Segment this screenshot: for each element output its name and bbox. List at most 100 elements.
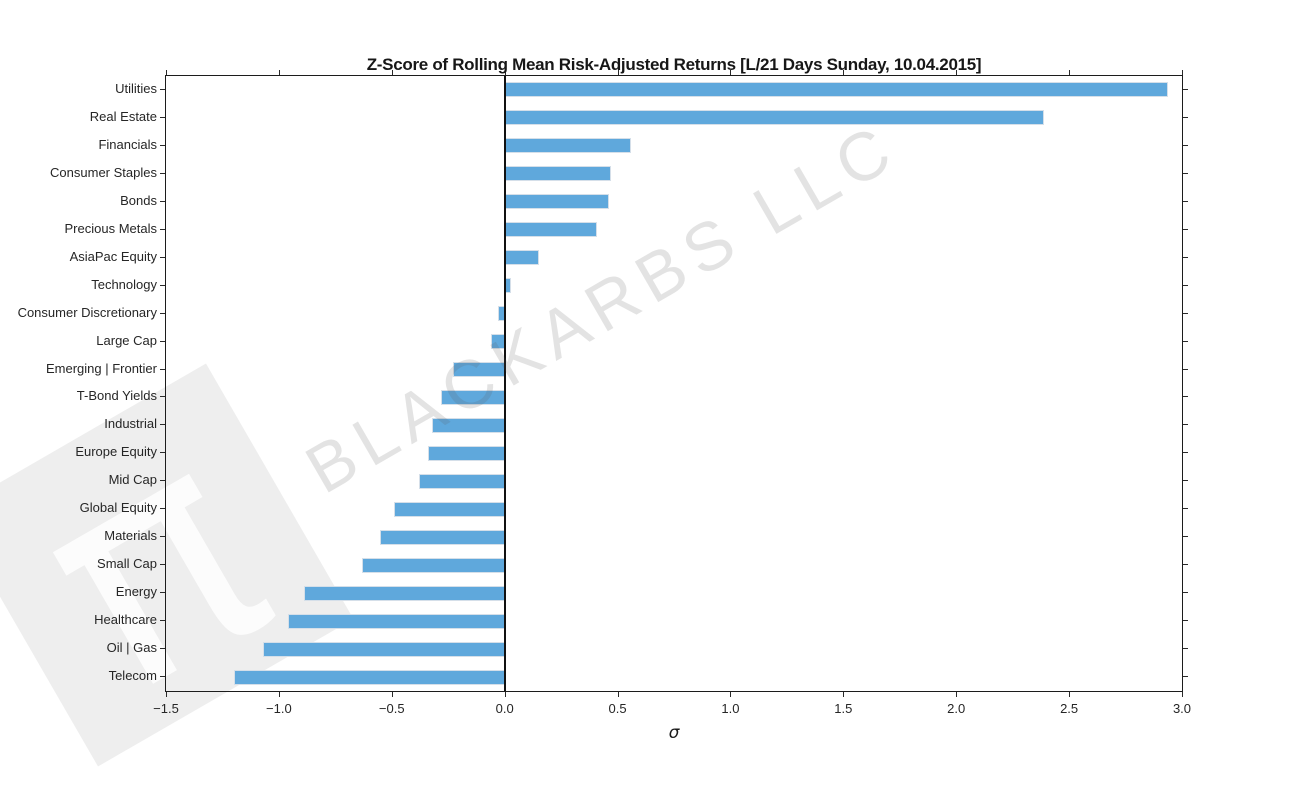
x-axis-label: 2.5 xyxy=(1060,701,1079,716)
axis-tick xyxy=(1183,536,1188,538)
bar xyxy=(418,473,505,489)
axis-tick xyxy=(160,172,165,174)
y-axis-label: Technology xyxy=(91,276,157,292)
axis-tick xyxy=(1183,312,1188,314)
axis-tick xyxy=(956,70,958,75)
y-axis-label: Telecom xyxy=(108,668,157,684)
bar xyxy=(303,585,505,601)
axis-tick xyxy=(160,564,165,566)
bar xyxy=(504,222,598,238)
axis-tick xyxy=(160,368,165,370)
bar xyxy=(504,166,611,182)
axis-tick xyxy=(160,256,165,258)
axis-tick xyxy=(617,692,619,697)
axis-tick xyxy=(504,692,506,697)
y-axis-label: Financials xyxy=(98,136,157,152)
chart-title: Z-Score of Rolling Mean Risk-Adjusted Re… xyxy=(366,55,982,74)
y-axis-label: Oil | Gas xyxy=(106,640,157,656)
axis-tick xyxy=(160,144,165,146)
y-axis-label: Materials xyxy=(104,528,157,544)
axis-tick xyxy=(1182,692,1183,697)
y-axis-label: AsiaPac Equity xyxy=(69,248,157,264)
axis-tick xyxy=(160,340,165,342)
axis-tick xyxy=(1183,564,1188,566)
x-axis-label: 3.0 xyxy=(1172,701,1192,716)
y-axis-label: Global Equity xyxy=(79,500,157,516)
axis-tick xyxy=(278,692,280,697)
y-axis-label: Large Cap xyxy=(96,332,157,348)
x-axis-title: σ xyxy=(668,723,680,743)
x-axis-label: 1.0 xyxy=(721,701,740,716)
axis-tick xyxy=(1183,340,1188,342)
axis-tick xyxy=(1183,172,1188,174)
axis-tick xyxy=(160,536,165,538)
axis-tick xyxy=(160,396,165,398)
axis-tick xyxy=(391,70,393,75)
y-axis-label: Consumer Discretionary xyxy=(17,304,157,320)
axis-tick xyxy=(166,692,167,697)
bar xyxy=(504,82,1169,98)
axis-tick xyxy=(504,70,506,75)
axis-tick xyxy=(1183,200,1188,202)
axis-tick xyxy=(730,70,732,75)
axis-tick xyxy=(1182,70,1183,75)
axis-tick xyxy=(1183,88,1188,90)
axis-tick xyxy=(160,284,165,286)
plot-area xyxy=(165,75,1183,692)
y-axis-label: Europe Equity xyxy=(75,444,157,460)
axis-tick xyxy=(1069,70,1071,75)
axis-tick xyxy=(1183,228,1188,230)
y-axis-label: Energy xyxy=(115,584,157,600)
axis-tick xyxy=(1183,396,1188,398)
y-axis-label: Real Estate xyxy=(89,108,157,124)
bar xyxy=(380,529,505,545)
axis-tick xyxy=(617,70,619,75)
axis-tick xyxy=(278,70,280,75)
axis-tick xyxy=(1183,480,1188,482)
bar xyxy=(504,138,632,154)
axis-tick xyxy=(1183,116,1188,118)
axis-tick xyxy=(160,312,165,314)
y-axis-label: Consumer Staples xyxy=(50,164,157,180)
axis-tick xyxy=(160,508,165,510)
y-axis-label: T-Bond Yields xyxy=(76,388,157,404)
axis-tick xyxy=(160,116,165,118)
axis-tick xyxy=(160,620,165,622)
zero-reference-line xyxy=(503,76,507,691)
bar xyxy=(263,641,505,657)
bar xyxy=(504,110,1045,126)
axis-tick xyxy=(1183,508,1188,510)
axis-tick xyxy=(160,592,165,594)
axis-tick xyxy=(956,692,958,697)
axis-tick xyxy=(1183,144,1188,146)
y-axis-label: Healthcare xyxy=(94,612,157,628)
y-axis-label: Utilities xyxy=(115,80,157,96)
axis-tick xyxy=(843,692,845,697)
axis-tick xyxy=(160,648,165,650)
x-axis-label: 0.5 xyxy=(608,701,627,716)
bar xyxy=(287,613,505,629)
bar xyxy=(504,194,609,210)
axis-tick xyxy=(160,200,165,202)
axis-tick xyxy=(160,480,165,482)
axis-tick xyxy=(730,692,732,697)
axis-tick xyxy=(1183,592,1188,594)
y-axis-label: Emerging | Frontier xyxy=(45,360,157,376)
y-axis-label: Industrial xyxy=(104,416,157,432)
axis-tick xyxy=(1183,368,1188,370)
axis-tick xyxy=(1183,676,1188,678)
axis-tick xyxy=(1069,692,1071,697)
axis-tick xyxy=(1183,620,1188,622)
x-axis-label: −1.5 xyxy=(153,701,179,716)
axis-tick xyxy=(1183,648,1188,650)
axis-tick xyxy=(1183,256,1188,258)
axis-tick xyxy=(160,88,165,90)
y-axis-label: Bonds xyxy=(120,192,157,208)
axis-tick xyxy=(1183,284,1188,286)
x-axis-label: −0.5 xyxy=(378,701,405,716)
axis-tick xyxy=(391,692,393,697)
y-axis-label: Small Cap xyxy=(97,556,157,572)
x-axis-label: 0.0 xyxy=(495,701,514,716)
axis-tick xyxy=(843,70,845,75)
